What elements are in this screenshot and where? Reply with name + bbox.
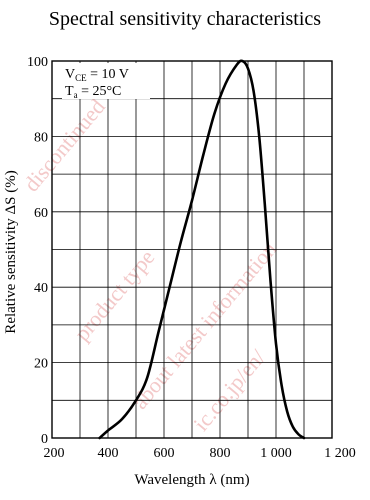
x-tick-label: 200	[44, 446, 65, 461]
y-tick-label: 80	[34, 130, 48, 145]
x-tick-label: 800	[210, 446, 231, 461]
y-tick-label: 0	[41, 432, 48, 447]
y-axis-label: Relative sensitivity ΔS (%)	[3, 170, 19, 333]
watermark-layer: about latest informationic.co.jp/en/prod…	[19, 94, 282, 436]
plot-frame	[51, 60, 333, 439]
annotation-box	[62, 63, 150, 99]
tick-labels: 200 400 600 800 1 000 1 200 0 20 40 60 80 100	[27, 55, 356, 461]
x-tick-label: 600	[154, 446, 175, 461]
watermark-text: product type	[69, 245, 159, 346]
watermark-text: ic.co.jp/en/	[188, 344, 271, 436]
sensitivity-curve	[98, 59, 306, 440]
y-tick-label: 60	[34, 206, 48, 221]
grid	[51, 60, 333, 439]
annotation-vce: VCE = 10 V	[65, 67, 129, 83]
y-tick-label: 100	[27, 55, 48, 70]
annotation-ta: Ta = 25°C	[65, 84, 121, 100]
x-axis-label: Wavelength λ (nm)	[134, 472, 249, 488]
x-tick-label: 1 000	[260, 446, 292, 461]
chart-title: Spectral sensitivity characteristics	[49, 8, 321, 30]
x-tick-label: 1 200	[324, 446, 356, 461]
y-tick-label: 20	[34, 357, 48, 372]
y-tick-label: 40	[34, 281, 48, 296]
watermark-text: discontinued	[19, 94, 110, 196]
x-tick-label: 400	[98, 446, 119, 461]
